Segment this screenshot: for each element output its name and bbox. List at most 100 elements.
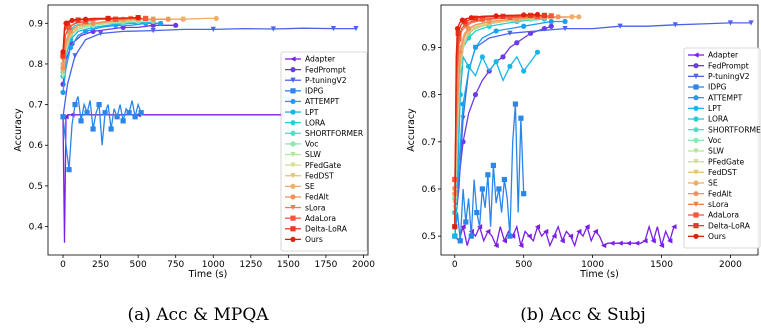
series-line-attempt: [454, 20, 565, 227]
point-ours: [63, 20, 69, 26]
legend-marker-slw: [693, 148, 699, 154]
y-tick-label: 0.5: [29, 182, 43, 192]
legend-label-shortformer: SHORTFORMER: [708, 125, 761, 134]
legend-label-slora: sLora: [708, 200, 728, 209]
legend-label-fedprompt: FedPrompt: [305, 65, 346, 74]
point-adalora: [507, 14, 513, 20]
legend-label-ours: Ours: [305, 235, 323, 244]
legend-marker-shortformer: [693, 127, 699, 133]
legend-label-attempt: ATTEMPT: [708, 93, 743, 102]
point-adapter: [642, 238, 648, 244]
point-lpt: [452, 233, 458, 239]
point-adapter: [576, 228, 582, 235]
legend-marker-se: [693, 180, 699, 186]
point-attempt: [562, 18, 568, 25]
y-axis-label: Accuracy: [13, 108, 24, 152]
point-idpg: [521, 191, 527, 197]
legend-marker-lora: [693, 116, 699, 122]
point-ours: [459, 17, 465, 23]
point-idpg: [108, 126, 114, 132]
point-adapter: [510, 233, 516, 239]
x-tick-label: 500: [130, 260, 147, 270]
point-idpg: [120, 118, 126, 124]
point-idpg: [132, 114, 138, 120]
x-tick-label: 1500: [277, 260, 300, 270]
point-adapter: [650, 238, 656, 244]
series-line-p-tuningv2: [454, 22, 752, 227]
point-idpg: [457, 238, 463, 244]
legend-marker-attempt: [290, 98, 296, 105]
point-delta-lora: [541, 12, 547, 18]
legend-label-idpg: IDPG: [708, 83, 727, 92]
chart-acc-mpqa: 0 250 500 750 1000 1250 1500 1750 2000 0.4 0.5 0.6 0…: [13, 4, 375, 280]
point-adapter: [592, 228, 598, 235]
legend-marker-ours: [290, 236, 296, 242]
legend-label-adalora: AdaLora: [305, 214, 336, 223]
point-lpt: [465, 63, 472, 69]
legend-marker-se: [290, 183, 296, 189]
point-attempt: [493, 28, 499, 34]
point-adapter: [551, 233, 557, 239]
point-p-tuningv2: [748, 20, 754, 26]
point-p-tuningv2: [150, 28, 156, 34]
legend-marker-adalora: [290, 215, 296, 221]
point-adalora: [113, 16, 119, 22]
point-fedalt: [150, 16, 156, 22]
point-idpg: [78, 118, 84, 124]
x-axis-label: Time (s): [579, 269, 619, 280]
point-p-tuningv2: [72, 53, 78, 59]
legend-label-adapter: Adapter: [305, 55, 336, 64]
x-tick-label: 2000: [352, 260, 375, 270]
point-adapter: [601, 242, 607, 249]
point-adapter: [609, 240, 615, 246]
point-adapter: [493, 242, 499, 249]
point-ours: [454, 25, 461, 32]
y-tick-label: 0.5: [422, 232, 436, 242]
series-line-fedprompt: [454, 25, 552, 213]
point-idpg: [518, 115, 524, 121]
legend-label-lpt: LPT: [708, 104, 722, 113]
point-se: [180, 16, 186, 22]
point-idpg: [96, 101, 102, 108]
legend-label-se: SE: [708, 179, 718, 188]
point-fedalt: [60, 65, 66, 71]
point-adapter: [63, 114, 69, 120]
point-idpg: [60, 114, 66, 120]
point-lpt: [479, 54, 485, 60]
point-fedprompt: [500, 54, 506, 60]
legend-marker-adalora: [693, 212, 699, 218]
point-p-tuningv2: [270, 26, 276, 32]
point-idpg: [66, 167, 72, 173]
legend-marker-feddst: [693, 169, 699, 175]
point-slora: [60, 57, 66, 63]
legend-label-se: SE: [305, 182, 315, 191]
point-ours: [105, 15, 111, 22]
x-tick-label: 1000: [581, 260, 604, 270]
series-line-idpg: [454, 104, 525, 241]
legend-label-delta-lora: Delta-LoRA: [708, 221, 751, 230]
point-delta-lora: [60, 53, 66, 59]
legend-label-delta-lora: Delta-LoRA: [305, 224, 348, 233]
point-se: [569, 14, 575, 20]
x-tick-label: 2000: [719, 260, 742, 270]
legend-label-p-tuningv2: P-tuningV2: [708, 72, 750, 81]
legend-label-slw: SLW: [708, 147, 724, 156]
legend-marker-attempt: [693, 95, 699, 101]
point-p-tuningv2: [672, 22, 678, 28]
legend-label-voc: Voc: [305, 140, 318, 149]
point-ours: [82, 16, 89, 22]
point-fedalt: [165, 16, 171, 22]
legend-marker-p-tuningv2: [693, 73, 699, 79]
series-layer: [60, 15, 359, 243]
legend-marker-slora: [290, 204, 296, 211]
point-fedalt: [67, 28, 74, 35]
legend-marker-idpg: [693, 84, 699, 90]
plot-frame: [47, 4, 369, 256]
chart-acc-subj: 0 500 1000 1500 2000 0.5 0.6 0.7 0.8 0.9 Time (s) A…: [406, 4, 761, 280]
point-adalora: [143, 15, 149, 22]
x-tick-label: 250: [92, 260, 109, 270]
point-idpg: [114, 114, 120, 120]
legend-marker-feddst: [290, 173, 296, 179]
point-ours: [468, 15, 474, 21]
